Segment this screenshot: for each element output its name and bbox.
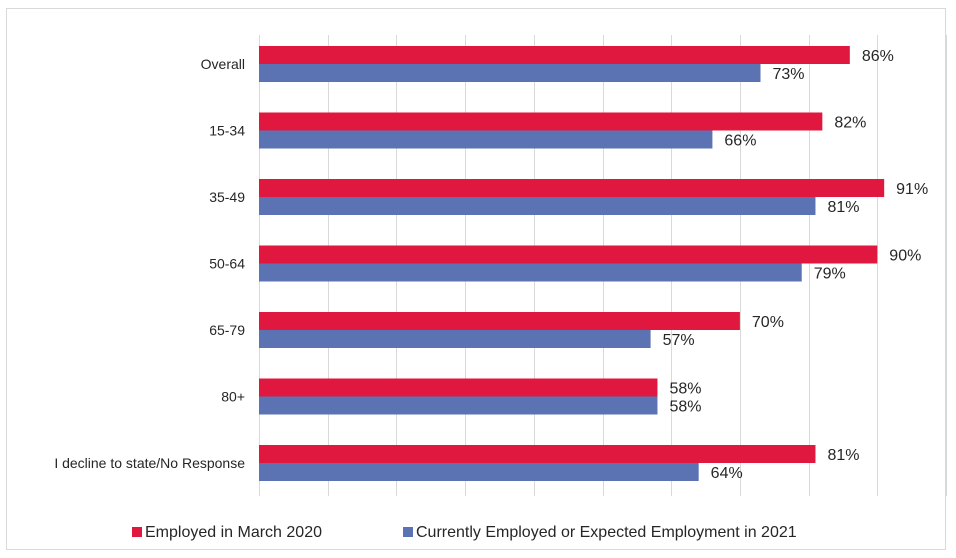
data-label: 81%	[827, 199, 859, 216]
category-label: 50-64	[209, 256, 245, 272]
data-label: 66%	[724, 133, 756, 150]
chart-frame	[6, 8, 946, 550]
data-label: 79%	[814, 266, 846, 283]
data-label: 73%	[773, 66, 805, 83]
data-label: 57%	[663, 332, 695, 349]
legend-swatch	[132, 527, 142, 537]
bar-employed-march-2020	[259, 179, 885, 197]
category-label: 15-34	[209, 123, 245, 139]
bar-currently-employed-2021	[259, 330, 651, 348]
data-label: 70%	[752, 314, 784, 331]
bar-employed-march-2020	[259, 245, 878, 264]
category-label: 65-79	[209, 322, 245, 338]
data-label: 90%	[889, 248, 921, 265]
bar-currently-employed-2021	[259, 64, 761, 82]
gridlines	[259, 35, 947, 496]
bar-employed-march-2020	[259, 445, 816, 463]
data-labels: 86% 73% 82% 66% 91% 81% 90% 79% 70% 57% 58%58% 81% 6…	[663, 48, 929, 482]
data-label: 64%	[711, 465, 743, 482]
bar-currently-employed-2021	[259, 197, 816, 215]
data-label: 91%	[896, 181, 928, 198]
bar-employed-march-2020	[259, 46, 850, 64]
data-label: 86%	[862, 48, 894, 65]
category-label: Overall	[201, 56, 245, 72]
legend-label: Currently Employed or Expected Employmen…	[416, 524, 797, 541]
bar-currently-employed-2021	[259, 263, 802, 282]
legend-swatch	[403, 527, 413, 537]
legend-label: Employed in March 2020	[145, 524, 322, 541]
bar-currently-employed-2021	[259, 396, 658, 415]
data-label: 82%	[834, 115, 866, 132]
legend: Employed in March 2020 Currently Employed…	[132, 524, 797, 541]
category-label: 80+	[221, 389, 245, 405]
bar-currently-employed-2021	[259, 130, 713, 149]
category-label: 35-49	[209, 189, 245, 205]
bar-employed-march-2020	[259, 112, 823, 131]
data-label: 81%	[827, 447, 859, 464]
category-labels: Overall 15-34 35-49 50-64 65-79 80+ I decline …	[54, 56, 245, 471]
data-label: 58%	[669, 381, 701, 398]
bar-employed-march-2020	[259, 312, 740, 330]
bars	[259, 46, 885, 481]
bar-currently-employed-2021	[259, 463, 699, 481]
data-label: 58%	[669, 399, 701, 416]
category-label: I decline to state/No Response	[54, 455, 245, 471]
bar-employed-march-2020	[259, 378, 658, 397]
